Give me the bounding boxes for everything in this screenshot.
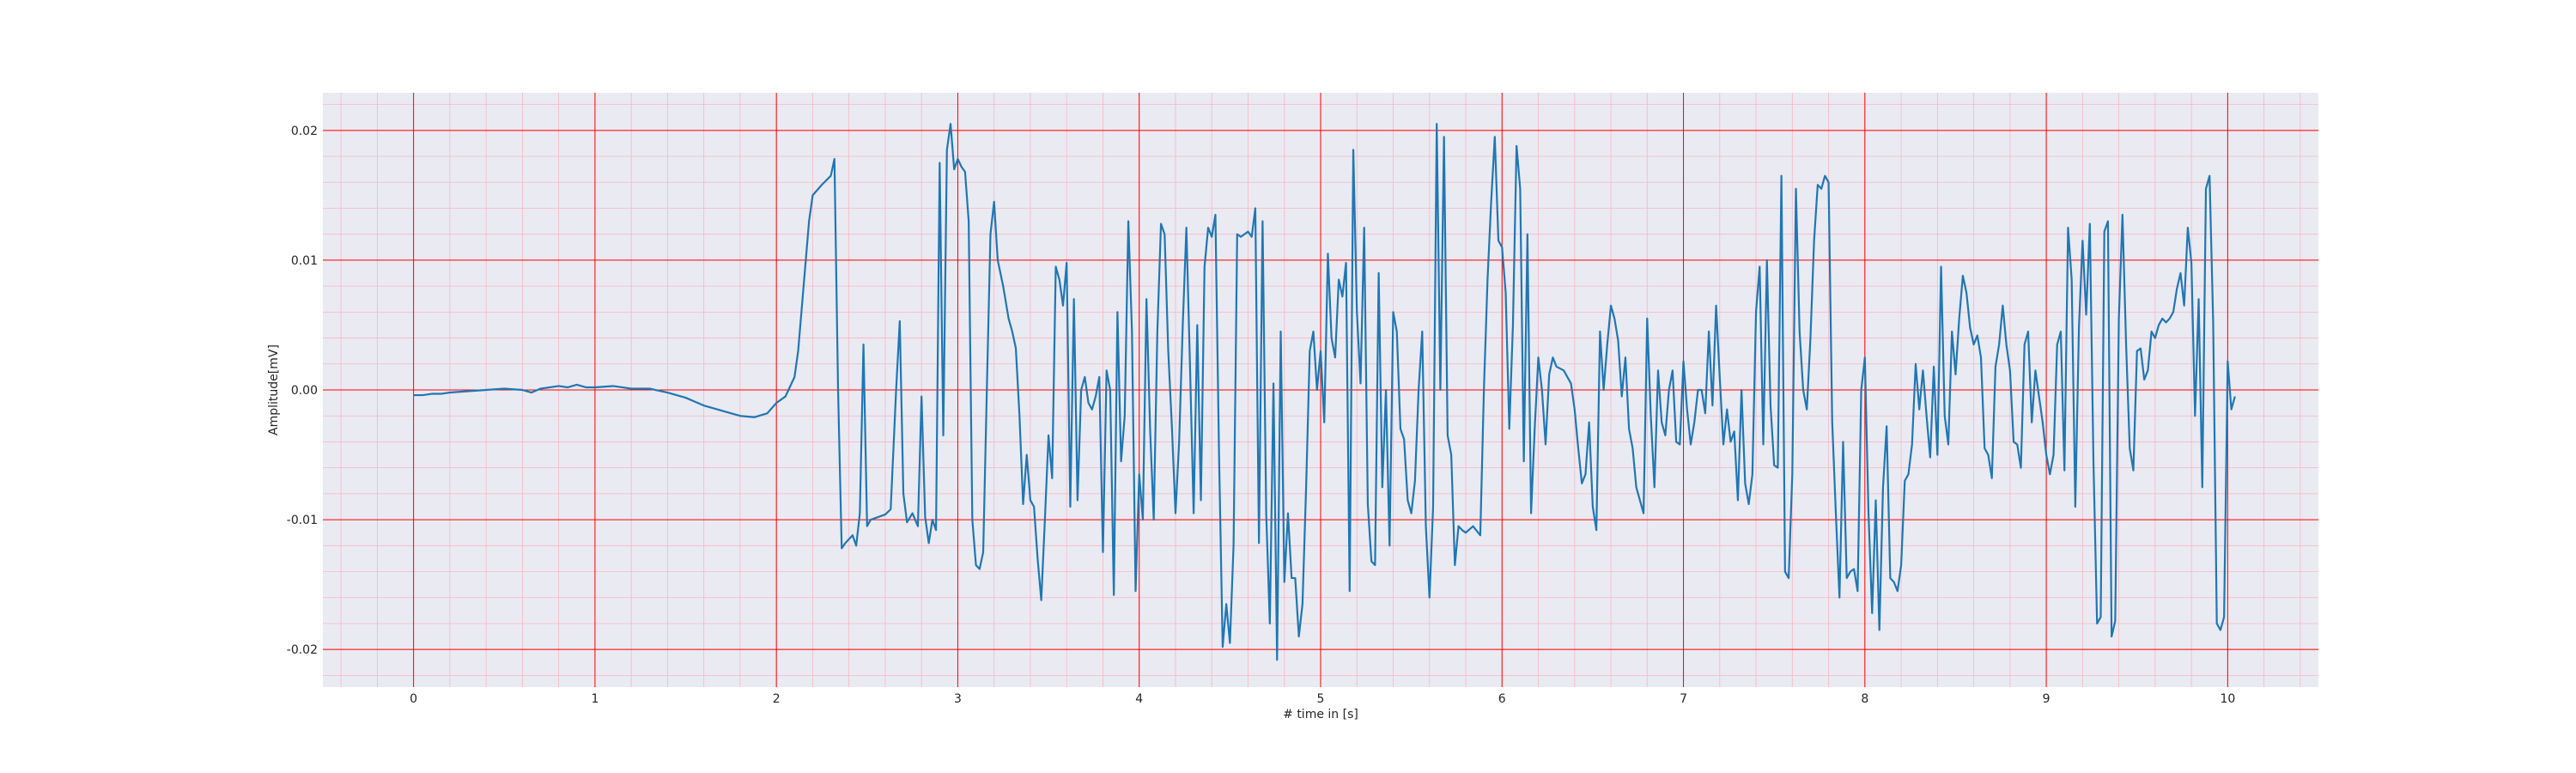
x-tick-label: 10 (2220, 692, 2235, 706)
y-axis-label: Amplitude[mV] (267, 344, 281, 435)
y-tick-labels: -0.02 -0.01 0.00 0.01 0.02 (287, 125, 318, 657)
x-tick-label: 2 (773, 692, 781, 706)
x-tick-label: 1 (591, 692, 598, 706)
x-tick-label: 6 (1498, 692, 1506, 706)
series-line (413, 123, 2236, 661)
x-tick-label: 7 (1680, 692, 1687, 706)
x-tick-label: 3 (954, 692, 962, 706)
y-tick-label: -0.02 (287, 643, 318, 657)
x-tick-label: 8 (1861, 692, 1868, 706)
y-tick-label: 0.00 (291, 384, 318, 398)
x-tick-labels: 0 1 2 3 4 5 6 7 8 9 10 (410, 692, 2235, 706)
x-axis-label: # time in [s] (1283, 708, 1358, 721)
x-tick-label: 0 (410, 692, 417, 706)
major-grid (323, 93, 2318, 687)
x-tick-label: 4 (1135, 692, 1143, 706)
y-tick-label: 0.02 (291, 125, 318, 138)
series-group (413, 123, 2236, 661)
x-tick-label: 9 (2043, 692, 2050, 706)
y-tick-label: -0.01 (287, 514, 318, 527)
x-tick-label: 5 (1317, 692, 1325, 706)
y-tick-label: 0.01 (291, 254, 318, 268)
